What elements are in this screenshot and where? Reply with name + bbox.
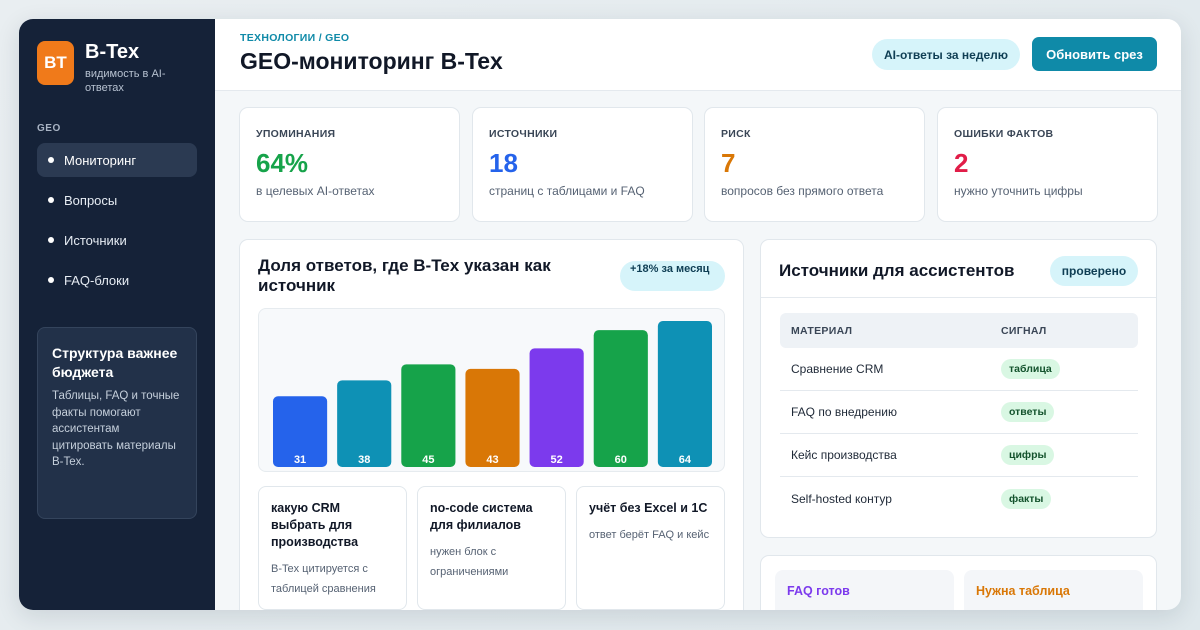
bullet-icon — [48, 157, 54, 163]
bar-value-label: 38 — [358, 454, 370, 466]
citation-share-panel: Доля ответов, где B-Tex указан как источ… — [239, 239, 744, 610]
material-cell: Self-hosted контур — [791, 491, 892, 506]
chart-bar — [657, 321, 712, 467]
chart-bar — [337, 380, 392, 467]
table-row[interactable]: FAQ по внедрению ответы — [780, 391, 1138, 434]
sidebar-item-label: FAQ-блоки — [64, 272, 130, 288]
app-subtitle: видимость в AI-ответах — [85, 68, 166, 94]
table-row[interactable]: Сравнение CRM таблица — [780, 348, 1138, 391]
page-title: GEO-мониторинг B-Tex — [240, 48, 503, 74]
tip-card: Структура важнее бюджета Таблицы, FAQ и … — [37, 327, 197, 519]
tip-card-title: Структура важнее бюджета — [52, 345, 178, 380]
nav-section-label: GEO — [37, 123, 61, 134]
bar-value-label: 60 — [615, 454, 627, 466]
kpi-label: ИСТОЧНИКИ — [489, 128, 558, 140]
brand: BT B-Tex видимость в AI-ответах — [37, 41, 180, 95]
sidebar-nav: Мониторинг Вопросы Источники FAQ-блоки — [37, 143, 197, 303]
sources-table: МАТЕРИАЛ СИГНАЛ Сравнение CRM таблица FA… — [780, 313, 1138, 520]
tip-card-text: Таблицы, FAQ и точные факты помогают асс… — [52, 390, 180, 468]
sources-panel: Источники для ассистентов проверено МАТЕ… — [760, 239, 1157, 538]
bullet-icon — [48, 237, 54, 243]
column-header-material: МАТЕРИАЛ — [791, 324, 853, 337]
question-title: учёт без Excel и 1С — [589, 501, 708, 515]
kpi-card-mentions: УПОМИНАНИЯ 64% в целевых AI-ответах — [239, 107, 460, 222]
bar-value-label: 64 — [679, 454, 692, 466]
growth-badge: +18% за месяц — [620, 261, 725, 291]
kpi-card-sources: ИСТОЧНИКИ 18 страниц с таблицами и FAQ — [472, 107, 693, 222]
verified-badge: проверено — [1050, 256, 1138, 286]
period-pill[interactable]: AI-ответы за неделю — [872, 39, 1020, 70]
sidebar-item-sources[interactable]: Источники — [37, 223, 197, 257]
material-cell: Кейс производства — [791, 448, 897, 462]
question-card[interactable]: no-code система для филиалов нужен блок … — [417, 486, 566, 610]
bar-chart-svg: 31 38 45 43 52 60 64 — [273, 321, 712, 467]
sidebar-item-label: Мониторинг — [64, 152, 137, 168]
bullet-icon — [48, 197, 54, 203]
bar-value-label: 52 — [551, 454, 563, 466]
bar-value-label: 43 — [486, 454, 498, 466]
chart-bar — [465, 368, 520, 467]
question-title: какую CRM выбрать для производства — [271, 501, 359, 549]
sources-title: Источники для ассистентов — [779, 261, 1015, 280]
bar-value-label: 31 — [294, 454, 306, 466]
question-card[interactable]: какую CRM выбрать для производства B-Tex… — [258, 486, 407, 610]
status-panel: FAQ готов Нужна таблица — [760, 555, 1157, 610]
table-header: МАТЕРИАЛ СИГНАЛ — [780, 313, 1138, 348]
kpi-subtitle: в целевых AI-ответах — [256, 184, 375, 198]
page-header: ТЕХНОЛОГИИ / GEO GEO-мониторинг B-Tex AI… — [215, 19, 1181, 91]
refresh-button[interactable]: Обновить срез — [1032, 37, 1157, 71]
material-cell: FAQ по внедрению — [791, 405, 897, 419]
kpi-label: ОШИБКИ ФАКТОВ — [954, 128, 1054, 140]
question-card[interactable]: учёт без Excel и 1С ответ берёт FAQ и ке… — [576, 486, 725, 610]
kpi-subtitle: страниц с таблицами и FAQ — [489, 184, 645, 198]
signal-tag: цифры — [1001, 445, 1055, 465]
app-window: BT B-Tex видимость в AI-ответах GEO Мони… — [19, 19, 1181, 610]
need-table-card[interactable]: Нужна таблица — [964, 570, 1143, 610]
table-row[interactable]: Self-hosted контур факты — [780, 477, 1138, 520]
sidebar-item-faq-blocks[interactable]: FAQ-блоки — [37, 263, 197, 297]
kpi-card-risk: РИСК 7 вопросов без прямого ответа — [704, 107, 925, 222]
kpi-value: 64% — [256, 148, 309, 178]
signal-tag: факты — [1001, 488, 1052, 509]
sidebar: BT B-Tex видимость в AI-ответах GEO Мони… — [19, 19, 215, 610]
chart-bar — [593, 330, 648, 467]
material-cell: Сравнение CRM — [791, 362, 884, 376]
need-table-label: Нужна таблица — [976, 584, 1070, 598]
sidebar-item-label: Источники — [64, 232, 127, 248]
kpi-card-fact-errors: ОШИБКИ ФАКТОВ 2 нужно уточнить цифры — [937, 107, 1158, 222]
question-note: B-Tex цитируется с таблицей сравнения — [271, 563, 376, 595]
faq-ready-label: FAQ готов — [787, 584, 850, 598]
table-row[interactable]: Кейс производства цифры — [780, 434, 1138, 477]
chart-title: Доля ответов, где B-Tex указан как источ… — [258, 256, 551, 295]
logo-badge: BT — [37, 41, 74, 85]
app-name: B-Tex — [85, 41, 140, 63]
question-note: ответ берёт FAQ и кейс — [589, 529, 710, 541]
question-title: no-code система для филиалов — [430, 501, 533, 532]
faq-ready-card[interactable]: FAQ готов — [775, 570, 954, 610]
kpi-value: 18 — [489, 148, 518, 178]
chart-bar — [273, 396, 328, 467]
bar-chart: 31 38 45 43 52 60 64 — [258, 308, 725, 472]
sidebar-item-label: Вопросы — [64, 192, 118, 208]
chart-bar — [401, 364, 456, 467]
chart-bar — [529, 348, 584, 467]
kpi-label: РИСК — [721, 128, 751, 140]
bar-value-label: 45 — [422, 454, 434, 466]
kpi-value: 2 — [954, 148, 969, 178]
signal-tag: таблица — [1001, 359, 1060, 379]
kpi-subtitle: вопросов без прямого ответа — [721, 184, 884, 198]
kpi-subtitle: нужно уточнить цифры — [954, 184, 1083, 198]
kpi-label: УПОМИНАНИЯ — [256, 128, 336, 140]
sidebar-item-monitoring[interactable]: Мониторинг — [37, 143, 197, 177]
breadcrumb[interactable]: ТЕХНОЛОГИИ / GEO — [240, 32, 350, 44]
signal-tag: ответы — [1001, 402, 1055, 422]
kpi-value: 7 — [721, 148, 736, 178]
question-note: нужен блок с ограничениями — [430, 546, 509, 578]
bullet-icon — [48, 277, 54, 283]
divider — [761, 297, 1156, 298]
column-header-signal: СИГНАЛ — [1001, 324, 1047, 337]
sidebar-item-questions[interactable]: Вопросы — [37, 183, 197, 217]
